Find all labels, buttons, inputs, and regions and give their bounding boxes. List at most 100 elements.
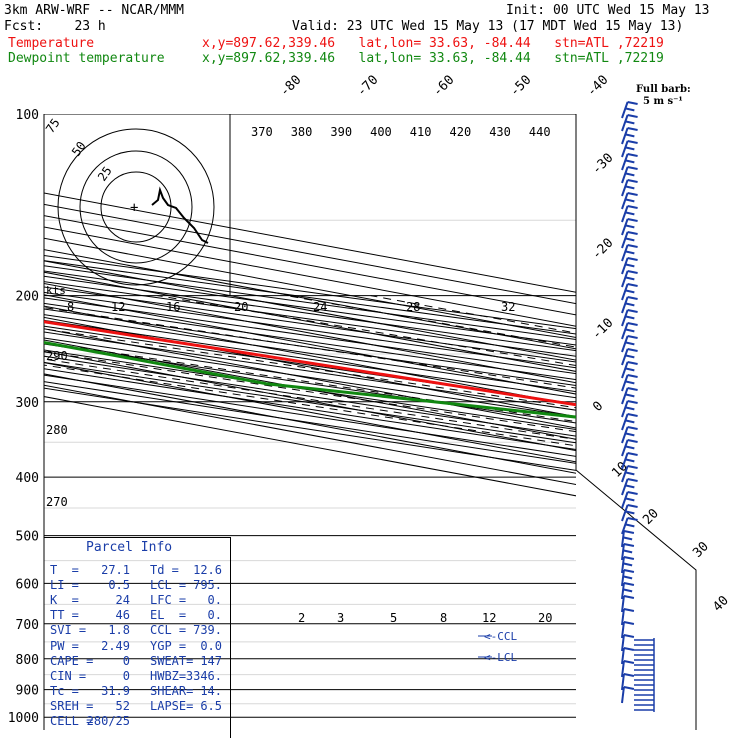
model-title: 3km ARW-WRF -- NCAR/MMM (4, 3, 185, 18)
wind-barb-staff (621, 114, 629, 132)
wind-barb-flag (623, 543, 635, 547)
barb-legend-label-2: 5 m s⁻¹ (643, 96, 683, 107)
wind-barb (621, 270, 638, 288)
wind-barb (621, 153, 638, 171)
wind-barb-flag (625, 432, 635, 437)
level-marker-label: <-LCL (484, 651, 517, 664)
wind-barb (621, 101, 638, 119)
wind-barb (621, 192, 638, 210)
parcel-info-value: 46 (115, 608, 130, 623)
parcel-info-key: CIN = (50, 668, 87, 683)
wind-barb-flag (627, 257, 638, 261)
isotherm-label: -50 (507, 73, 534, 100)
wind-barb-staff (621, 283, 629, 301)
dewpoint-legend: Dewpoint temperature (8, 51, 165, 66)
hodograph-ring-label: 25 (95, 164, 115, 184)
dry-adiabat-line (44, 319, 576, 399)
wind-barb (621, 569, 635, 587)
wind-barb-staff (621, 647, 625, 665)
parcel-info-key: LAPSE= (150, 698, 194, 713)
wind-barb-flag (623, 686, 635, 690)
isotherm-line (44, 215, 576, 316)
temperature-legend: Temperature (8, 36, 95, 51)
isotherm-line (44, 396, 576, 497)
wind-barb-staff (621, 374, 629, 392)
wind-barb-flag (627, 335, 638, 339)
dry-adiabat-line (44, 291, 576, 369)
parcel-info-row: LI = 0.5 LCL = 795. (50, 578, 228, 593)
wind-barb-flag (625, 419, 635, 424)
hodograph-ring (79, 150, 193, 264)
hodograph-ring-label: 50 (69, 139, 89, 159)
wind-barb-flag (627, 452, 638, 456)
isotherm-label: -20 (589, 236, 616, 263)
parcel-info-key: CELL = (50, 714, 94, 728)
wind-barb-flag (625, 315, 635, 320)
temperature-scale-label: 12 (111, 300, 125, 314)
moist-adiabat-line (286, 295, 576, 348)
wind-barb (621, 491, 638, 509)
wind-barb-flag (622, 575, 633, 580)
wind-barb-flag (623, 634, 635, 638)
parcel-info-value: 24 (115, 593, 130, 608)
wind-barb-flag (625, 224, 635, 229)
wind-barb-flag (627, 348, 638, 352)
wind-barb-flag (627, 296, 638, 300)
wind-barb-flag (625, 510, 635, 515)
isotherm-line (44, 328, 576, 429)
wind-barb-flag (627, 166, 638, 170)
wind-barb (621, 634, 635, 652)
dry-adiabat-line (44, 308, 576, 387)
wind-barb (621, 530, 635, 548)
wind-barb (621, 179, 638, 197)
mixing-ratio-label: 8 (440, 611, 447, 625)
theta-label: 420 (450, 125, 472, 139)
wind-barb-flag (625, 289, 635, 294)
wind-barb-flag (627, 153, 638, 157)
wind-barb-staff (621, 673, 625, 691)
wind-barb (621, 166, 638, 184)
wind-barb-flag (627, 179, 638, 183)
wind-barb-staff (621, 491, 629, 509)
wind-barb-flag (625, 497, 635, 502)
wind-barb-flag (625, 471, 635, 476)
wind-barb (621, 309, 638, 327)
parcel-info-value: 2.49 (101, 638, 130, 653)
parcel-info-value: 795. (193, 578, 222, 593)
wind-barb-staff (621, 335, 629, 353)
wind-barb-staff (621, 452, 629, 470)
pressure-tick-label: 500 (16, 530, 39, 545)
parcel-info-row: CELL = 280/25 (50, 714, 228, 729)
wind-barb-staff (621, 400, 629, 418)
wind-barb-staff (621, 140, 629, 158)
mixing-ratio-label: 3 (337, 611, 344, 625)
isotherm-label: -80 (277, 73, 304, 100)
theta-label: 370 (251, 125, 273, 139)
wind-barb-flag (625, 263, 635, 268)
wind-barb (621, 140, 638, 158)
forecast-hour: Fcst: 23 h (4, 19, 106, 34)
dry-adiabat-line (44, 355, 576, 437)
wind-barb-staff (621, 439, 629, 457)
wind-barb (621, 361, 638, 379)
wind-barb (621, 543, 635, 561)
pressure-tick-label: 900 (16, 684, 39, 699)
wind-barb (621, 426, 638, 444)
wind-barb (621, 114, 638, 132)
parcel-info-row: CAPE = 0 SWEAT= 147 (50, 654, 228, 669)
wind-barb-flag (623, 569, 635, 573)
wind-barb-flag (627, 478, 638, 482)
parcel-info-row: SREH = 52 LAPSE= 6.5 (50, 699, 228, 714)
parcel-info-key: K = (50, 593, 79, 608)
wind-barb-staff (621, 296, 629, 314)
pressure-tick-label: 200 (16, 290, 39, 305)
wind-barb-staff (621, 621, 625, 639)
parcel-info-row: Tc = 31.9 SHEAR= 14. (50, 684, 228, 699)
isotherm-label: -30 (589, 151, 616, 178)
moist-adiabat-line (44, 364, 576, 447)
hodograph-units-label: kts (46, 284, 66, 297)
wind-barb-staff (621, 413, 629, 431)
parcel-info-value: 52 (115, 698, 130, 713)
parcel-info-value: 0. (207, 593, 222, 608)
pressure-tick-label: 100 (16, 108, 39, 123)
